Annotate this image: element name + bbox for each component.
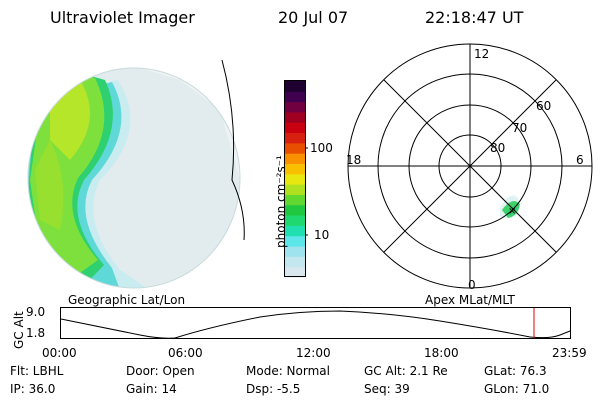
colorbar-swatch <box>285 194 305 206</box>
altitude-tick-max: 9.0 <box>26 305 46 319</box>
polar-lat-70: 70 <box>512 121 527 135</box>
date-label: 20 Jul 07 <box>278 8 349 27</box>
colorbar-swatch <box>285 91 305 103</box>
colorbar-swatch <box>285 81 305 92</box>
colorbar-swatch <box>285 101 305 113</box>
polar-label-0: 0 <box>468 278 476 292</box>
colorbar <box>284 80 308 278</box>
time-tick-0000: 00:00 <box>42 346 77 360</box>
altitude-axis-label: GC Alt <box>12 311 26 349</box>
geographic-label: Geographic Lat/Lon <box>68 293 186 307</box>
instrument-title: Ultraviolet Imager <box>50 8 195 27</box>
colorbar-swatch <box>285 266 305 278</box>
info-mode: Mode: Normal <box>246 364 330 378</box>
spacecraft-marker-icon: × <box>508 206 516 217</box>
time-tick-1200: 12:00 <box>296 346 331 360</box>
polar-label-6: 6 <box>576 153 584 167</box>
terminator-line <box>221 59 245 241</box>
time-tick-0600: 06:00 <box>168 346 203 360</box>
aurora-image <box>28 68 240 288</box>
info-dsp: Dsp: -5.5 <box>246 382 301 396</box>
polar-lat-60: 60 <box>536 99 551 113</box>
info-gc-alt: GC Alt: 2.1 Re <box>364 364 448 378</box>
info-glat: GLat: 76.3 <box>484 364 547 378</box>
altitude-curve <box>60 310 571 339</box>
polar-label-18: 18 <box>346 153 361 167</box>
colorbar-tick-100: 100 <box>310 141 333 155</box>
colorbar-swatch <box>285 173 305 185</box>
colorbar-swatch <box>285 163 305 175</box>
colorbar-swatch <box>285 246 305 257</box>
info-door: Door: Open <box>126 364 195 378</box>
colorbar-swatch <box>285 132 305 144</box>
colorbar-swatch <box>285 204 305 216</box>
colorbar-tick-10: 10 <box>314 228 330 242</box>
colorbar-swatch <box>285 235 305 247</box>
info-seq: Seq: 39 <box>364 382 410 396</box>
colorbar-swatch <box>285 111 305 123</box>
apex-label: Apex MLat/MLT <box>425 293 515 307</box>
info-glon: GLon: 71.0 <box>484 382 550 396</box>
altitude-tick-min: 1.8 <box>26 326 46 340</box>
colorbar-swatch <box>285 142 305 154</box>
colorbar-swatch <box>285 225 305 237</box>
polar-plot: 12 18 6 0 60 70 80 × <box>346 43 593 292</box>
info-ip: IP: 36.0 <box>10 382 56 396</box>
colorbar-swatch <box>285 256 305 268</box>
colorbar-swatch <box>285 184 305 195</box>
colorbar-swatch <box>285 122 305 134</box>
info-filter: Flt: LBHL <box>10 364 64 378</box>
colorbar-swatch <box>285 215 305 226</box>
colorbar-swatch <box>285 153 305 165</box>
colorbar-unit-label: photon cm⁻²s⁻¹ <box>274 155 288 248</box>
time-label: 22:18:47 UT <box>425 8 524 27</box>
time-tick-2359: 23:59 <box>552 346 587 360</box>
geographic-image <box>27 59 245 289</box>
time-tick-1800: 18:00 <box>424 346 459 360</box>
altitude-plot <box>60 307 571 339</box>
polar-label-12: 12 <box>474 47 489 61</box>
polar-lat-80: 80 <box>490 141 505 155</box>
info-gain: Gain: 14 <box>126 382 177 396</box>
